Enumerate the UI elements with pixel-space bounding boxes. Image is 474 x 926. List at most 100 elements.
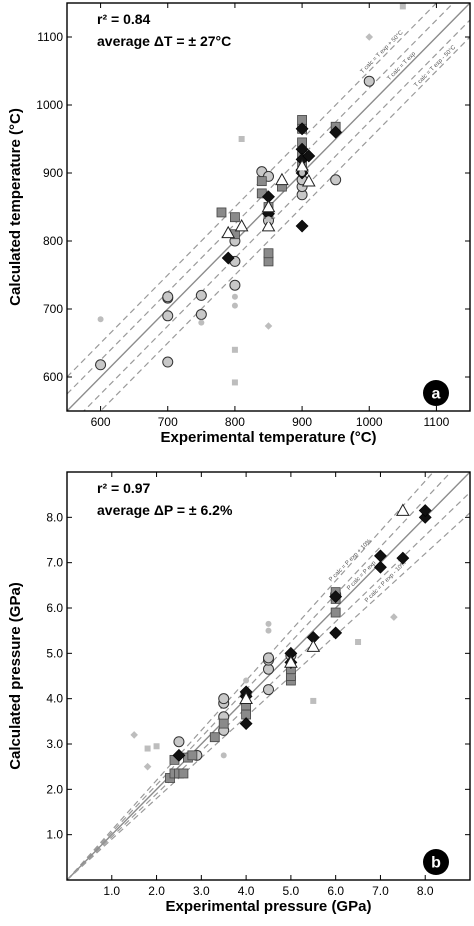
data-point [162,291,174,303]
y-tick-label: 800 [43,234,63,248]
data-point [144,745,151,752]
data-point [299,170,306,176]
data-point [130,731,138,739]
data-point [329,590,343,604]
panel-badge [423,849,449,875]
data-point [263,256,274,267]
y-tick-label: 1.0 [46,828,63,842]
panel-badge [423,380,449,406]
data-point [234,219,249,232]
reference-line [99,36,470,411]
x-tick-label: 1000 [356,415,383,429]
reference-line [67,3,455,395]
data-point [284,655,298,668]
data-point [162,310,174,322]
data-point [231,302,238,309]
data-point [178,768,189,779]
data-point [221,251,235,265]
data-point [265,620,272,627]
data-point [95,359,107,371]
data-point [265,216,272,223]
data-point [263,652,274,664]
data-point [264,322,273,330]
data-point [330,174,342,186]
data-point [143,762,152,771]
data-point [221,225,236,239]
data-point [365,33,374,41]
data-point [239,691,253,704]
data-point [355,639,362,645]
data-point [301,174,316,187]
data-point [263,248,274,259]
data-points [130,503,432,783]
x-tick-label: 900 [292,415,312,429]
y-tick-label: 4.0 [46,692,63,706]
data-point [153,743,160,750]
data-point [261,199,276,213]
panel-badge-label: a [432,386,441,403]
y-tick-label: 3.0 [46,737,63,751]
data-point [395,503,410,516]
panel-badge-label: b [431,855,441,872]
y-tick-label: 5.0 [46,646,63,660]
y-tick-label: 1100 [37,30,63,44]
plot-frame [66,2,471,412]
data-point [263,684,274,696]
y-tick-label: 6.0 [46,601,63,615]
data-point [295,219,309,233]
r-squared-label: r² = 0.84 [97,11,151,27]
data-point [330,607,341,618]
average-delta-label: average ΔP = ± 6.2% [97,502,233,518]
data-point [220,752,227,759]
data-point [275,172,289,186]
r-squared-label: r² = 0.97 [97,480,151,496]
x-tick-label: 700 [158,415,178,429]
data-point [363,75,375,87]
average-delta-label: average ΔT = ± 27°C [97,33,231,49]
data-point [229,279,241,291]
data-point [329,626,343,640]
y-tick-label: 700 [43,302,63,316]
reference-line [67,3,438,378]
x-tick-label: 4.0 [238,884,255,898]
plot-frame [66,471,471,881]
data-point [173,736,185,748]
y-tick-label: 1000 [36,98,63,112]
reference-line [67,512,470,880]
data-points [95,3,406,386]
data-point [198,319,205,326]
data-point [230,212,240,223]
y-tick-label: 900 [43,166,63,180]
data-point [209,732,220,743]
data-point [195,308,207,320]
data-point [418,504,432,517]
data-point [306,639,321,652]
x-tick-label: 1.0 [103,884,120,898]
data-point [218,693,230,705]
data-point [390,613,398,621]
data-point [265,627,272,634]
reference-line-label: P calc = P exp [346,560,378,592]
data-point [216,207,227,218]
reference-line-label: T calc = T exp - 50°C [413,44,457,89]
x-tick-label: 800 [225,415,245,429]
data-point [329,125,343,139]
reference-line [82,19,470,411]
data-point [231,379,238,386]
x-tick-label: 1100 [424,415,450,429]
data-point [239,717,253,731]
data-point [231,346,238,353]
data-point [396,551,410,565]
y-tick-label: 7.0 [46,556,63,570]
data-point [231,293,238,300]
data-point [162,356,174,368]
data-point [310,697,317,704]
data-point [302,149,316,163]
y-tick-label: 8.0 [46,510,63,524]
data-point [238,136,245,142]
data-point [243,677,250,684]
data-point [374,560,387,574]
reference-line [67,472,470,880]
